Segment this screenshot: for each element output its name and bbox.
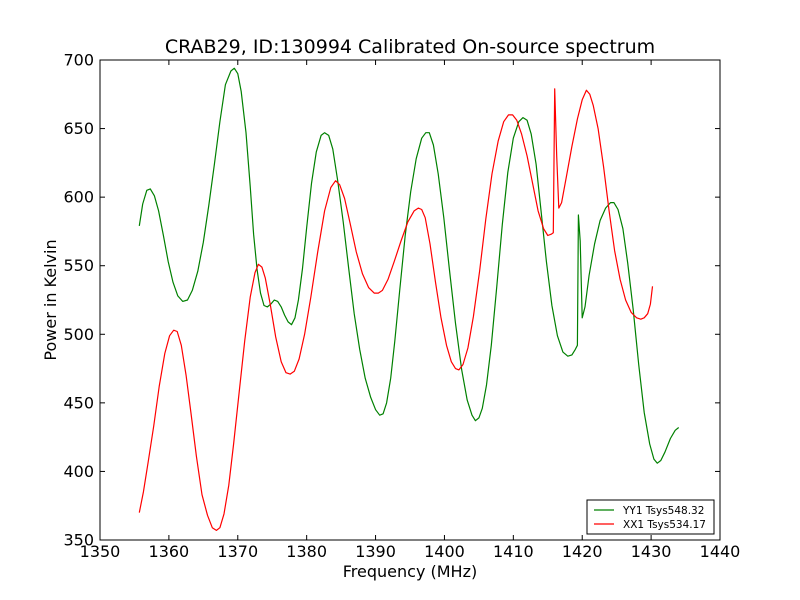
y-tick-label: 500 bbox=[63, 325, 94, 344]
plot-area: 1350 1360 1370 1380 1390 1400 1410 1420 1430 1440… bbox=[63, 51, 740, 562]
x-tick-label: 1360 bbox=[149, 542, 190, 561]
y-tick-label: 350 bbox=[63, 531, 94, 550]
y-axis-label: Power in Kelvin bbox=[41, 239, 60, 360]
y-tick-label: 600 bbox=[63, 188, 94, 207]
chart-title: CRAB29, ID:130994 Calibrated On-source s… bbox=[165, 36, 655, 58]
legend-label-yy1: YY1 Tsys548.32 bbox=[622, 505, 704, 517]
x-tick-label: 1400 bbox=[424, 542, 465, 561]
x-tick-label: 1380 bbox=[286, 542, 327, 561]
ticks-layer: 1350 1360 1370 1380 1390 1400 1410 1420 1430 1440… bbox=[63, 51, 740, 562]
x-tick-label: 1430 bbox=[631, 542, 672, 561]
y-tick-label: 550 bbox=[63, 256, 94, 275]
plot-frame bbox=[99, 59, 721, 541]
series-line-xx1 bbox=[138, 88, 654, 532]
y-tick-label: 700 bbox=[63, 51, 94, 70]
y-tick-label: 650 bbox=[63, 119, 94, 138]
legend: YY1 Tsys548.32 XX1 Tsys534.17 bbox=[586, 499, 715, 535]
x-axis-label: Frequency (MHz) bbox=[343, 562, 477, 581]
legend-label-xx1: XX1 Tsys534.17 bbox=[623, 519, 706, 531]
x-tick-label: 1420 bbox=[562, 542, 603, 561]
y-tick-label: 400 bbox=[63, 462, 94, 481]
y-tick-label: 450 bbox=[63, 393, 94, 412]
x-tick-label: 1440 bbox=[700, 542, 741, 561]
x-tick-label: 1390 bbox=[355, 542, 396, 561]
x-tick-label: 1370 bbox=[217, 542, 258, 561]
legend-box bbox=[586, 499, 715, 535]
series-layer bbox=[138, 67, 680, 532]
x-tick-label: 1410 bbox=[493, 542, 534, 561]
x-tick-label: 1350 bbox=[80, 542, 121, 561]
series-line-yy1 bbox=[138, 67, 680, 464]
